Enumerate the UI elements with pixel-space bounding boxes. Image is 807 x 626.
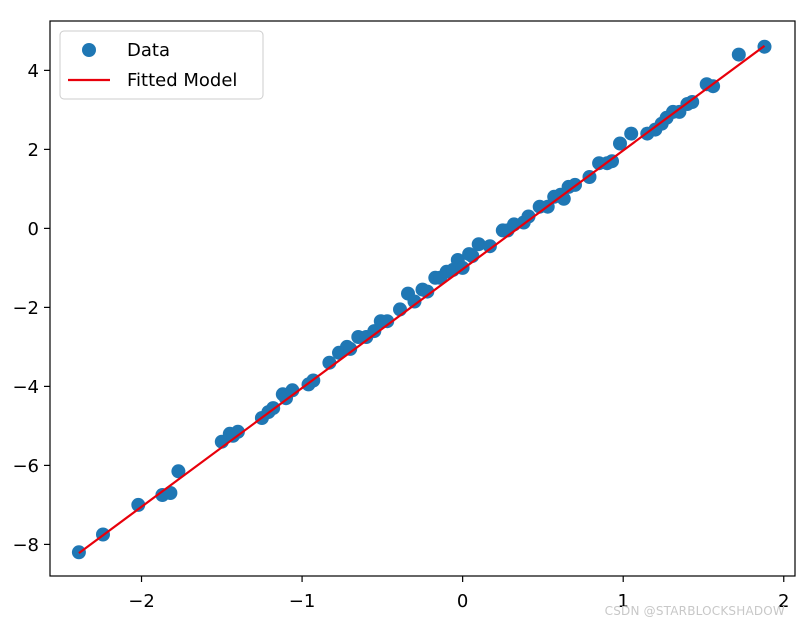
data-point xyxy=(343,341,358,356)
data-point xyxy=(556,191,571,206)
chart-marks xyxy=(71,39,772,560)
data-point xyxy=(482,239,497,254)
data-point xyxy=(380,314,395,329)
legend-data-marker xyxy=(82,43,96,57)
data-point xyxy=(731,47,746,62)
y-tick-label: 2 xyxy=(28,140,39,161)
data-point xyxy=(613,136,627,151)
y-axis-ticks: −8 −6 −4 −2 0 2 4 xyxy=(12,61,50,556)
data-point xyxy=(230,424,245,439)
data-point xyxy=(605,154,619,169)
legend-fit-label: Fitted Model xyxy=(127,70,237,91)
legend: Data Fitted Model xyxy=(59,30,264,100)
x-tick-label: −2 xyxy=(128,591,155,612)
legend-box xyxy=(59,30,264,100)
data-point xyxy=(407,294,422,309)
legend-data-label: Data xyxy=(127,40,170,61)
data-point xyxy=(706,79,721,94)
data-point xyxy=(685,95,700,109)
axes-frame xyxy=(49,20,796,577)
data-point xyxy=(163,486,178,500)
data-point xyxy=(131,497,146,512)
y-tick-label: −6 xyxy=(12,456,39,477)
x-tick-label: 1 xyxy=(617,591,628,612)
fitted-model-line xyxy=(78,45,766,554)
x-axis-ticks: −2 −1 0 1 2 xyxy=(128,576,789,612)
y-tick-label: 0 xyxy=(28,219,39,240)
watermark: CSDN @STARBLOCKSHADOW xyxy=(604,604,785,618)
y-tick-label: −8 xyxy=(12,535,39,556)
data-point xyxy=(420,284,435,299)
data-point xyxy=(367,324,382,339)
data-point xyxy=(624,126,639,141)
y-tick-label: −4 xyxy=(12,377,39,398)
x-tick-label: −1 xyxy=(289,591,316,612)
data-point xyxy=(171,464,186,479)
data-point xyxy=(471,237,486,252)
data-point xyxy=(521,209,536,224)
x-tick-label: 2 xyxy=(778,591,789,612)
y-tick-label: −2 xyxy=(12,298,39,319)
y-tick-label: 4 xyxy=(28,61,39,82)
x-tick-label: 0 xyxy=(457,591,468,612)
